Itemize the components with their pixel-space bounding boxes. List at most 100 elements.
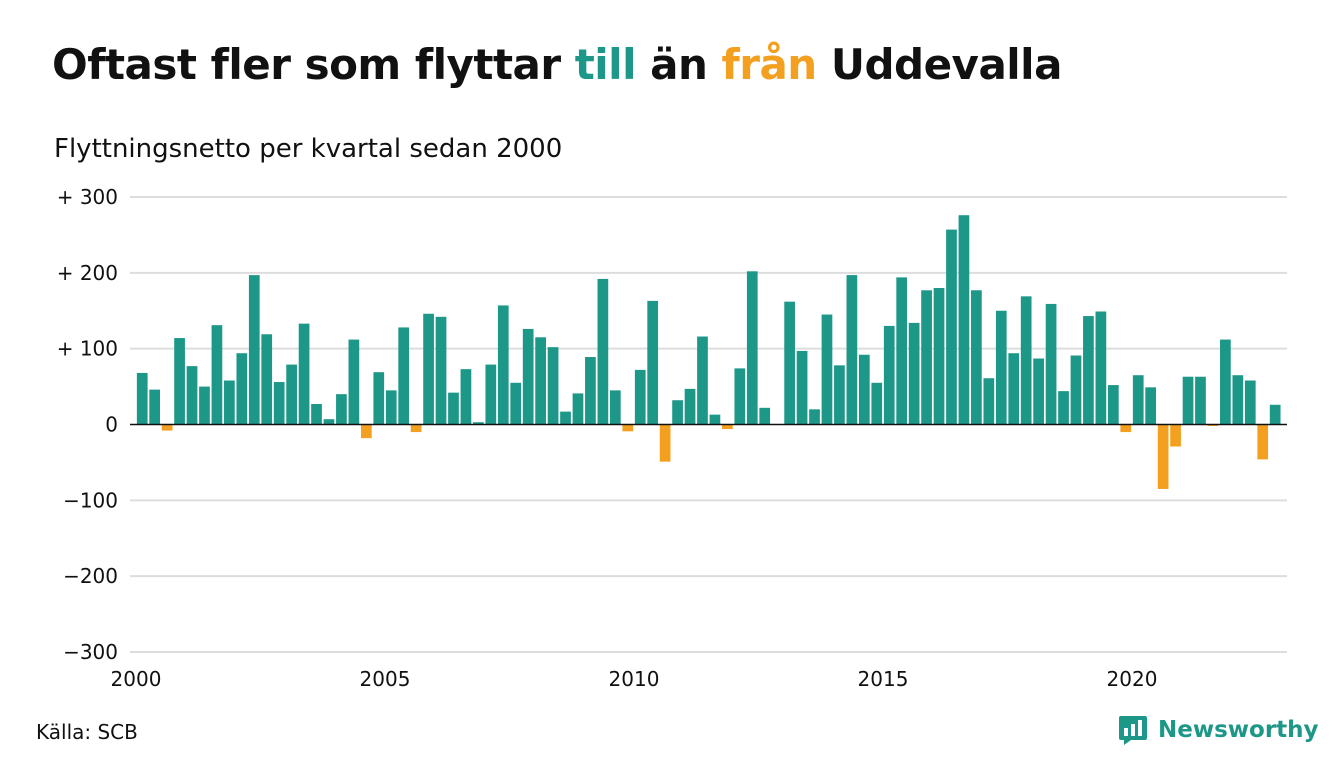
bar <box>672 400 683 425</box>
bar <box>286 364 297 425</box>
bar <box>211 325 223 425</box>
source-note: Källa: SCB <box>36 720 138 744</box>
bar <box>722 424 733 430</box>
bar <box>1170 424 1181 447</box>
chart-subtitle: Flyttningsnetto per kvartal sedan 2000 <box>54 134 563 164</box>
bar <box>908 322 920 425</box>
bar <box>385 390 397 425</box>
title-part-2: än <box>635 40 722 89</box>
y-tick-label: + 100 <box>57 337 118 361</box>
bar <box>1145 387 1157 425</box>
bar <box>161 424 173 431</box>
chart-title: Oftast fler som flyttar till än från Udd… <box>52 40 1062 89</box>
bar <box>1207 424 1219 427</box>
bar <box>921 290 932 425</box>
bar <box>485 364 497 425</box>
bar <box>622 424 634 432</box>
y-tick-label: −200 <box>63 564 118 588</box>
bar <box>1195 376 1206 425</box>
bar <box>236 353 248 425</box>
bar <box>1107 385 1119 425</box>
bar <box>298 323 310 425</box>
bar <box>697 336 708 425</box>
title-word-till: till <box>574 40 637 89</box>
bar <box>323 419 335 425</box>
bar <box>983 378 995 425</box>
title-part-3: Uddevalla <box>816 40 1063 89</box>
bar <box>1095 311 1107 425</box>
bar <box>709 414 721 425</box>
bar <box>435 316 447 425</box>
bar <box>821 314 833 425</box>
y-tick-label: 0 <box>105 413 118 437</box>
bar <box>609 390 621 425</box>
bar <box>883 325 895 425</box>
bar <box>199 386 210 425</box>
bar <box>560 411 571 425</box>
bar <box>796 350 808 425</box>
bar <box>1257 424 1269 460</box>
bar <box>522 328 534 425</box>
y-tick-label: + 300 <box>57 185 118 209</box>
brand-name: Newsworthy <box>1158 717 1319 743</box>
bar <box>971 290 982 425</box>
bar <box>1045 303 1057 425</box>
bar <box>784 301 795 425</box>
bar <box>1020 296 1032 425</box>
title-word-fran: från <box>721 40 817 89</box>
y-tick-label: −300 <box>63 640 118 664</box>
x-tick-label: 2000 <box>111 667 162 691</box>
y-axis-labels: + 300 + 200 + 100 0 −100 −200 −300 <box>57 185 118 664</box>
bar <box>1058 391 1069 425</box>
title-part-1: Oftast fler som flyttar <box>52 40 575 89</box>
bar <box>634 369 646 425</box>
bar <box>1008 353 1020 425</box>
bar <box>174 338 185 425</box>
bar <box>360 424 372 439</box>
bar <box>995 310 1007 425</box>
bar <box>659 424 671 462</box>
bar <box>1132 375 1144 425</box>
bar <box>834 365 845 425</box>
bar <box>248 275 260 425</box>
bar <box>933 288 945 425</box>
bar <box>535 337 546 425</box>
bar <box>1070 355 1082 425</box>
x-tick-label: 2010 <box>609 667 660 691</box>
x-axis-labels: 2000 2005 2010 2015 2020 <box>111 667 1158 691</box>
bar <box>273 382 285 425</box>
bar <box>348 339 360 425</box>
bar <box>410 424 422 433</box>
x-tick-label: 2005 <box>360 667 411 691</box>
y-tick-label: −100 <box>63 488 118 512</box>
bar <box>398 327 410 425</box>
bar <box>510 382 522 425</box>
bar <box>946 229 957 425</box>
bar <box>1220 339 1231 425</box>
bar <box>1033 358 1044 425</box>
bar <box>547 347 559 425</box>
bar <box>958 215 970 425</box>
bar <box>224 380 235 425</box>
bar <box>448 392 459 425</box>
bar <box>1244 380 1256 425</box>
bar <box>809 409 820 425</box>
bar <box>734 368 746 425</box>
bar <box>1269 404 1281 425</box>
bar <box>647 300 659 425</box>
bar <box>746 271 758 425</box>
bar <box>597 278 609 425</box>
bar <box>460 369 472 425</box>
grid-lines <box>130 196 1287 653</box>
bar <box>585 357 596 425</box>
bar <box>896 277 908 425</box>
bar <box>1157 424 1169 489</box>
bar <box>136 372 148 425</box>
bar-chart: + 300 + 200 + 100 0 −100 −200 −300 2000 2005 201… <box>57 185 1287 691</box>
bars <box>136 215 1281 489</box>
bar <box>497 305 509 425</box>
bar <box>473 422 484 425</box>
bar <box>1083 316 1094 425</box>
newsworthy-logo-icon <box>1119 716 1147 745</box>
bar <box>423 313 434 425</box>
